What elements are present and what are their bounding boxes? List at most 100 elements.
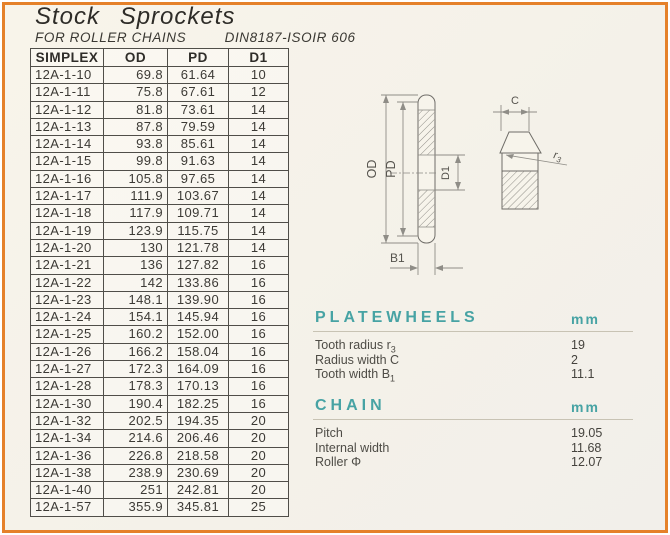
table-row: 12A-1-34 214.6 206.46 20 [30,429,289,448]
table-cell: 190.4 [103,394,168,413]
table-cell: 121.78 [167,238,229,258]
sprocket-drawing: OD PD D1 B1 C r3 [365,94,568,275]
column-header-pd: PD [167,48,229,67]
table-row: 12A-1-32 202.5 194.35 20 [30,411,289,431]
table-cell: 93.8 [103,135,168,154]
spec-value: 12.07 [571,455,603,470]
table-cell: 12A-1-21 [30,256,104,275]
table-cell: 355.9 [103,498,168,517]
table-cell: 75.8 [103,83,168,102]
table-cell: 61.64 [167,65,229,85]
spec-value: 11.68 [571,440,602,455]
chain-rows: Pitch 19.05 Internal width 11.68 Roller … [313,426,635,470]
table-cell: 69.8 [103,65,168,85]
table-cell: 14 [228,135,289,154]
spec-value: 19.05 [571,426,603,440]
table-cell: 103.67 [167,187,229,206]
table-cell: 242.81 [167,481,229,500]
table-cell: 12A-1-25 [30,325,104,344]
table-cell: 12A-1-32 [30,411,104,431]
table-cell: 20 [228,463,289,483]
table-cell: 12 [228,83,289,102]
table-row: 12A-1-36 226.8 218.58 20 [30,446,289,465]
table-cell: 166.2 [103,342,168,362]
spec-value: 19 [571,338,585,352]
table-cell: 218.58 [167,446,229,465]
table-cell: 139.90 [167,290,229,310]
table-cell: 16 [228,377,289,396]
table-cell: 16 [228,273,289,292]
table-cell: 117.9 [103,204,168,223]
table-row: 12A-1-16 105.8 97.65 14 [30,169,289,189]
subtitle-text: FOR ROLLER CHAINS [35,30,187,45]
page-title: Stock Sprockets [35,3,236,30]
table-cell: 182.25 [167,394,229,413]
section-divider [313,331,633,332]
platewheels-unit: mm [571,311,600,327]
table-cell: 20 [228,481,289,500]
table-cell: 16 [228,256,289,275]
table-row: 12A-1-24 154.1 145.94 16 [30,308,289,327]
table-cell: 16 [228,394,289,413]
table-row: 12A-1-38 238.9 230.69 20 [30,463,289,483]
table-cell: 12A-1-20 [30,238,104,258]
table-cell: 20 [228,411,289,431]
spec-label: Tooth radius r3 [315,338,396,355]
table-row: 12A-1-17 111.9 103.67 14 [30,187,289,206]
table-row: 12A-1-26 166.2 158.04 16 [30,342,289,362]
table-cell: 14 [228,100,289,119]
spec-row: Radius width C 2 [313,353,635,368]
table-row: 12A-1-22 142 133.86 16 [30,273,289,292]
table-cell: 20 [228,429,289,448]
table-cell: 12A-1-40 [30,481,104,500]
spec-row: Roller Φ 12.07 [313,455,635,470]
table-cell: 79.59 [167,117,229,137]
table-row: 12A-1-27 172.3 164.09 16 [30,360,289,379]
hatch-upper [418,110,435,155]
table-cell: 16 [228,308,289,327]
chain-unit: mm [571,399,600,415]
table-row: 12A-1-57 355.9 345.81 25 [30,498,289,517]
table-cell: 238.9 [103,463,168,483]
table-row: 12A-1-15 99.8 91.63 14 [30,152,289,171]
table-cell: 12A-1-57 [30,498,104,517]
table-cell: 91.63 [167,152,229,171]
standard-text: DIN8187-ISOIR 606 [224,30,356,45]
table-cell: 111.9 [103,187,168,206]
table-row: 12A-1-11 75.8 67.61 12 [30,83,289,102]
table-cell: 148.1 [103,290,168,310]
table-cell: 12A-1-16 [30,169,104,189]
table-header-row: SIMPLEX OD PD D1 [30,48,289,67]
table-cell: 230.69 [167,463,229,483]
table-cell: 12A-1-12 [30,100,104,119]
table-row: 12A-1-23 148.1 139.90 16 [30,290,289,310]
spec-label: Tooth width B1 [315,367,396,384]
table-cell: 81.8 [103,100,168,119]
table-row: 12A-1-19 123.9 115.75 14 [30,221,289,240]
table-cell: 12A-1-22 [30,273,104,292]
table-row: 12A-1-10 69.8 61.64 10 [30,65,289,85]
table-cell: 154.1 [103,308,168,327]
table-cell: 12A-1-38 [30,463,104,483]
table-cell: 170.13 [167,377,229,396]
page-subtitle: FOR ROLLER CHAINS DIN8187-ISOIR 606 [35,30,356,45]
table-cell: 105.8 [103,169,168,189]
chain-title: CHAIN [315,397,386,414]
table-cell: 130 [103,238,168,258]
table-cell: 16 [228,342,289,362]
table-cell: 12A-1-34 [30,429,104,448]
spec-row: Internal width 11.68 [313,441,635,456]
table-cell: 142 [103,273,168,292]
table-cell: 73.61 [167,100,229,119]
table-cell: 194.35 [167,411,229,431]
table-cell: 136 [103,256,168,275]
table-cell: 99.8 [103,152,168,171]
table-cell: 160.2 [103,325,168,344]
table-cell: 14 [228,169,289,189]
table-row: 12A-1-21 136 127.82 16 [30,256,289,275]
table-cell: 178.3 [103,377,168,396]
platewheels-rows: Tooth radius r3 19 Radius width C 2 Toot… [313,338,635,384]
table-cell: 226.8 [103,446,168,465]
tooth-profile-shape [499,131,542,154]
